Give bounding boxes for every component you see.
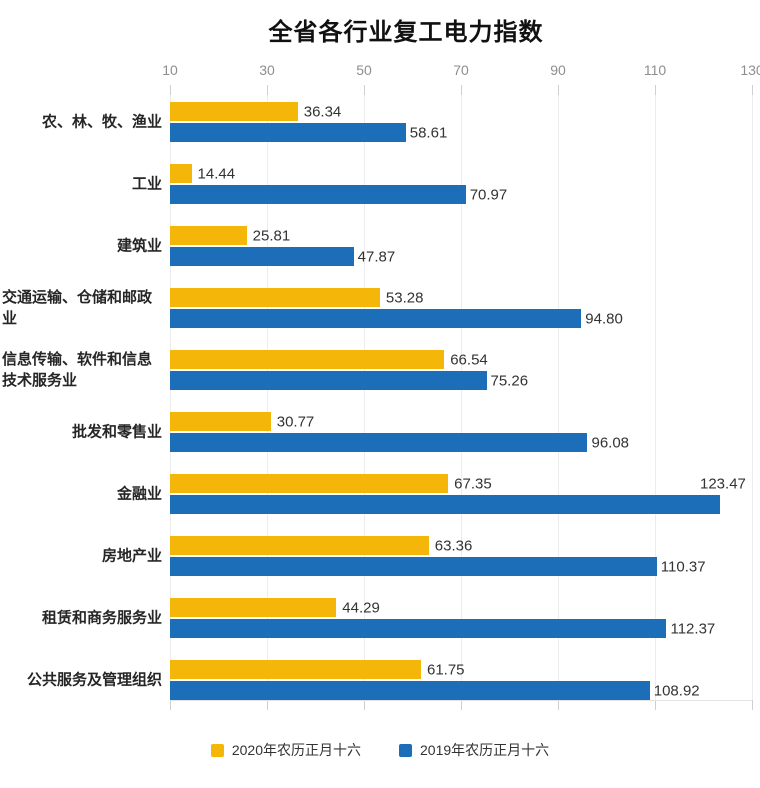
category-label: 工业 xyxy=(131,175,162,193)
axis-tick-bottom xyxy=(364,700,365,710)
gridline xyxy=(461,95,462,700)
bar-2019 xyxy=(170,247,354,266)
value-label-2019: 58.61 xyxy=(409,124,448,141)
legend: 2020年农历正月十六 2019年农历正月十六 xyxy=(0,740,760,760)
bar-2019 xyxy=(170,123,406,142)
value-label-2020: 14.44 xyxy=(197,165,236,182)
x-axis-label: 50 xyxy=(356,62,372,78)
axis-tick-bottom xyxy=(267,700,268,710)
legend-swatch xyxy=(210,743,224,757)
axis-tick-top xyxy=(267,85,268,95)
x-axis-label: 110 xyxy=(643,62,667,78)
legend-item-2020: 2020年农历正月十六 xyxy=(210,740,361,760)
category-label: 租赁和商务服务业 xyxy=(41,609,162,627)
gridline xyxy=(170,95,171,700)
value-label-2020: 53.28 xyxy=(385,289,424,306)
value-label-2020: 66.54 xyxy=(450,351,488,368)
value-label-2020: 63.36 xyxy=(434,537,473,554)
bar-2020 xyxy=(170,102,298,121)
legend-label: 2020年农历正月十六 xyxy=(231,742,361,758)
gridline xyxy=(267,95,268,700)
axis-tick-top xyxy=(461,85,462,95)
value-label-2020: 36.34 xyxy=(303,103,342,120)
bar-2019 xyxy=(170,495,721,514)
bar-2020 xyxy=(170,350,445,369)
value-label-2020: 67.35 xyxy=(454,475,492,492)
value-label-2020: 30.77 xyxy=(276,413,315,430)
bar-2020 xyxy=(170,164,192,183)
axis-tick-bottom xyxy=(170,700,171,710)
bar-2020 xyxy=(170,288,380,307)
value-label-2019: 112.37 xyxy=(670,620,716,637)
value-label-2019: 94.80 xyxy=(585,310,623,327)
value-label-2019: 96.08 xyxy=(591,434,630,451)
x-axis-label: 90 xyxy=(550,62,566,78)
value-label-2019: 123.47 xyxy=(700,475,746,492)
bar-2020 xyxy=(170,598,337,617)
gridline xyxy=(752,95,753,700)
bar-2020 xyxy=(170,412,271,431)
x-axis-line xyxy=(170,700,752,701)
category-label: 批发和零售业 xyxy=(71,423,162,441)
value-label-2019: 110.37 xyxy=(660,558,706,575)
category-label: 金融业 xyxy=(116,485,162,503)
x-axis-label: 70 xyxy=(453,62,469,78)
bar-2019 xyxy=(170,371,487,390)
value-label-2020: 61.75 xyxy=(426,661,465,678)
axis-tick-top xyxy=(752,85,753,95)
axis-tick-bottom xyxy=(752,700,753,710)
category-label: 公共服务及管理组织 xyxy=(26,671,162,689)
x-axis-label: 30 xyxy=(259,62,275,78)
value-label-2019: 47.87 xyxy=(357,248,396,265)
axis-tick-top xyxy=(364,85,365,95)
bar-2019 xyxy=(170,309,582,328)
category-label: 建筑业 xyxy=(116,237,162,255)
gridline xyxy=(364,95,365,700)
value-label-2020: 25.81 xyxy=(252,227,291,244)
category-label: 农、林、牧、渔业 xyxy=(41,113,162,131)
value-label-2019: 75.26 xyxy=(490,372,529,389)
category-label: 交通运输、仓储和邮政业 xyxy=(2,289,153,327)
bar-2019 xyxy=(170,557,657,576)
axis-tick-bottom xyxy=(558,700,559,710)
bar-2019 xyxy=(170,185,466,204)
axis-tick-top xyxy=(170,85,171,95)
category-label: 信息传输、软件和信息技术服务业 xyxy=(2,351,153,389)
bar-2020 xyxy=(170,226,247,245)
axis-tick-bottom xyxy=(461,700,462,710)
value-label-2019: 108.92 xyxy=(653,682,700,699)
x-axis-label: 130 xyxy=(740,62,760,78)
plot-area: 10 30 50 70 90 110 130 农、林、牧、渔业 36.34 58.61 工业 14.4… xyxy=(2,62,760,710)
axis-tick-top xyxy=(655,85,656,95)
chart-title: 全省各行业复工电力指数 xyxy=(268,19,544,46)
legend-swatch xyxy=(399,743,412,757)
bar-2019 xyxy=(170,619,667,638)
bar-2019 xyxy=(170,433,588,452)
category-label: 房地产业 xyxy=(101,547,162,565)
bar-2019 xyxy=(170,681,650,700)
bar-2020 xyxy=(170,536,429,555)
bar-2020 xyxy=(170,660,421,679)
gridline xyxy=(558,95,559,700)
axis-tick-bottom xyxy=(655,700,656,710)
x-axis-label: 10 xyxy=(162,62,178,78)
legend-item-2019: 2019年农历正月十六 xyxy=(399,740,549,760)
bar-2020 xyxy=(170,474,449,493)
value-label-2019: 70.97 xyxy=(469,186,508,203)
legend-label: 2019年农历正月十六 xyxy=(420,742,550,758)
gridline xyxy=(655,95,656,700)
axis-tick-top xyxy=(558,85,559,95)
value-label-2020: 44.29 xyxy=(342,599,380,616)
